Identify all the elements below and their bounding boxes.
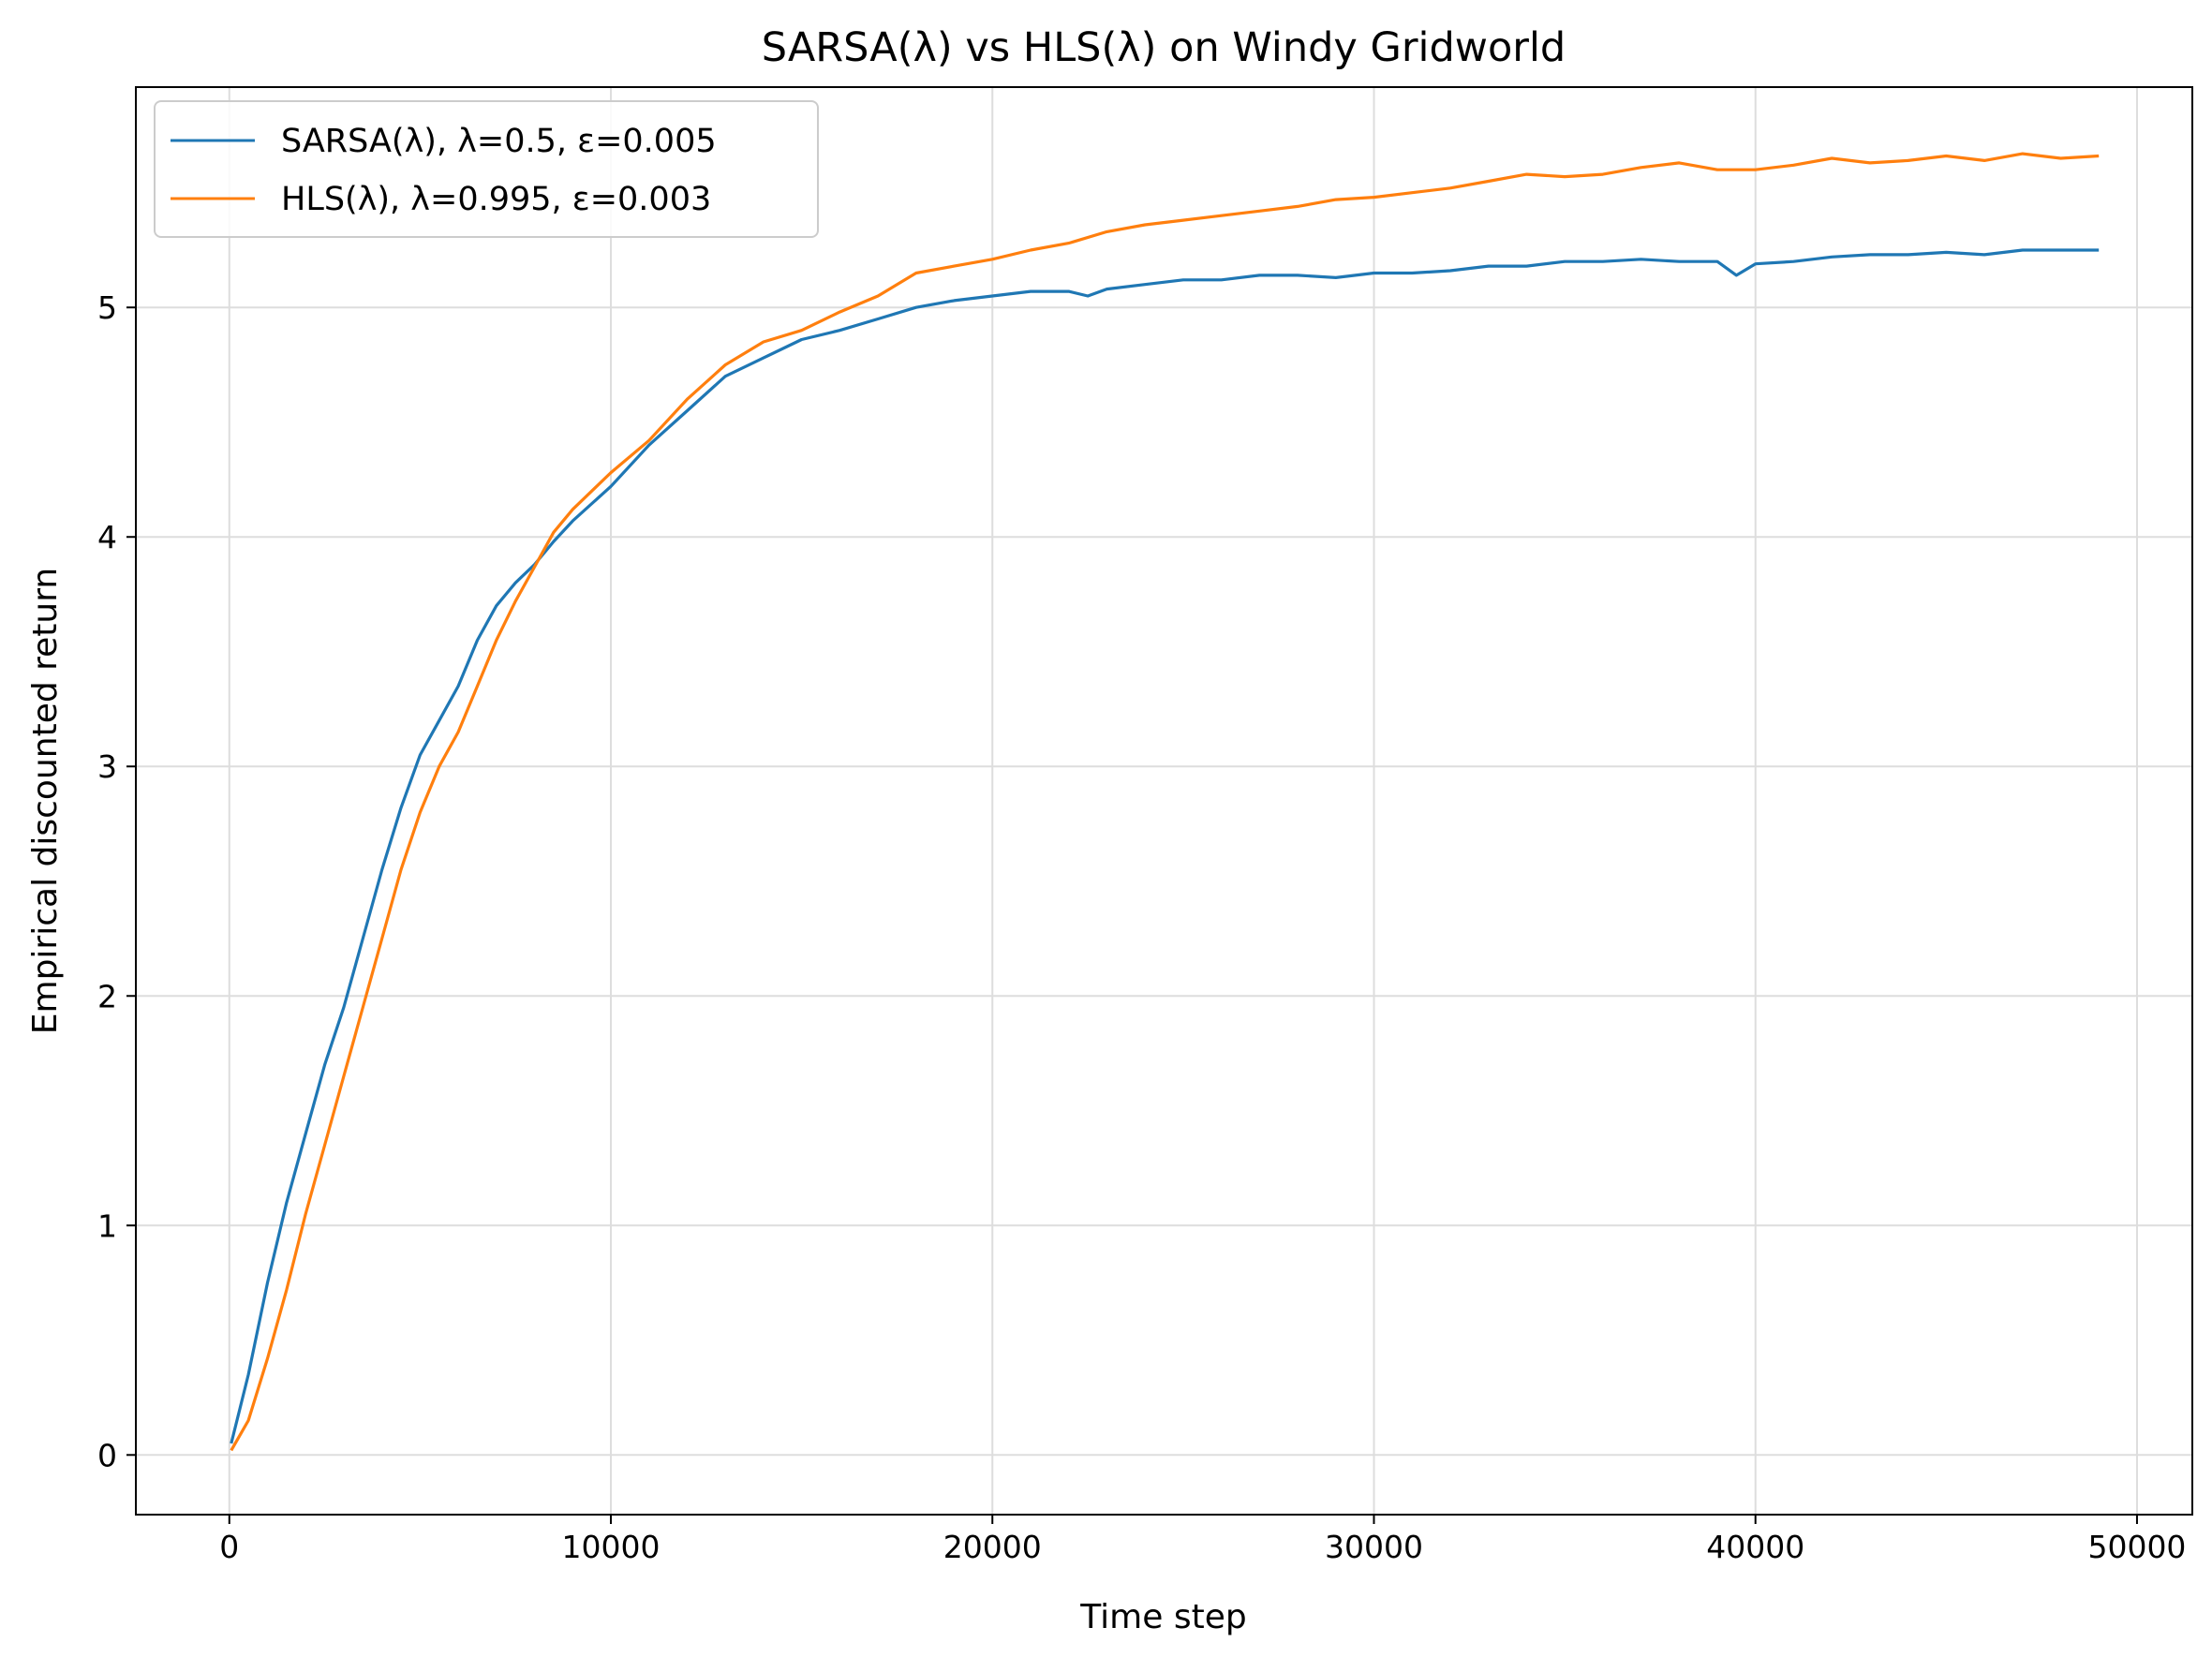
x-tick-label: 10000 [562,1529,661,1565]
x-tick-label: 30000 [1325,1529,1423,1565]
y-axis-label: Empirical discounted return [26,568,65,1034]
y-tick-label: 2 [97,978,117,1014]
y-tick-label: 4 [97,519,117,555]
legend: SARSA(λ), λ=0.5, ε=0.005 HLS(λ), λ=0.995… [154,100,819,238]
chart-title: SARSA(λ) vs HLS(λ) on Windy Gridworld [762,24,1566,71]
axis-ticks: 0 10000 20000 30000 40000 50000 0 1 2 3 4 5 [97,289,2186,1565]
x-axis-label: Time step [1079,1598,1246,1636]
series-lines [230,152,2100,1452]
y-tick-label: 3 [97,748,117,785]
legend-label-hls: HLS(λ), λ=0.995, ε=0.003 [281,181,711,218]
x-tick-label: 50000 [2087,1529,2186,1565]
y-tick-label: 1 [97,1207,117,1244]
grid [136,87,2192,1515]
series-line-1 [230,152,2100,1452]
legend-box [154,100,819,238]
x-tick-label: 0 [219,1529,239,1565]
plot-frame [135,86,2193,1516]
x-tick-label: 40000 [1706,1529,1804,1565]
y-tick-label: 0 [97,1437,117,1473]
legend-label-sarsa: SARSA(λ), λ=0.5, ε=0.005 [281,123,717,160]
series-line-0 [230,248,2100,1444]
x-tick-label: 20000 [943,1529,1042,1565]
y-tick-label: 5 [97,289,117,326]
